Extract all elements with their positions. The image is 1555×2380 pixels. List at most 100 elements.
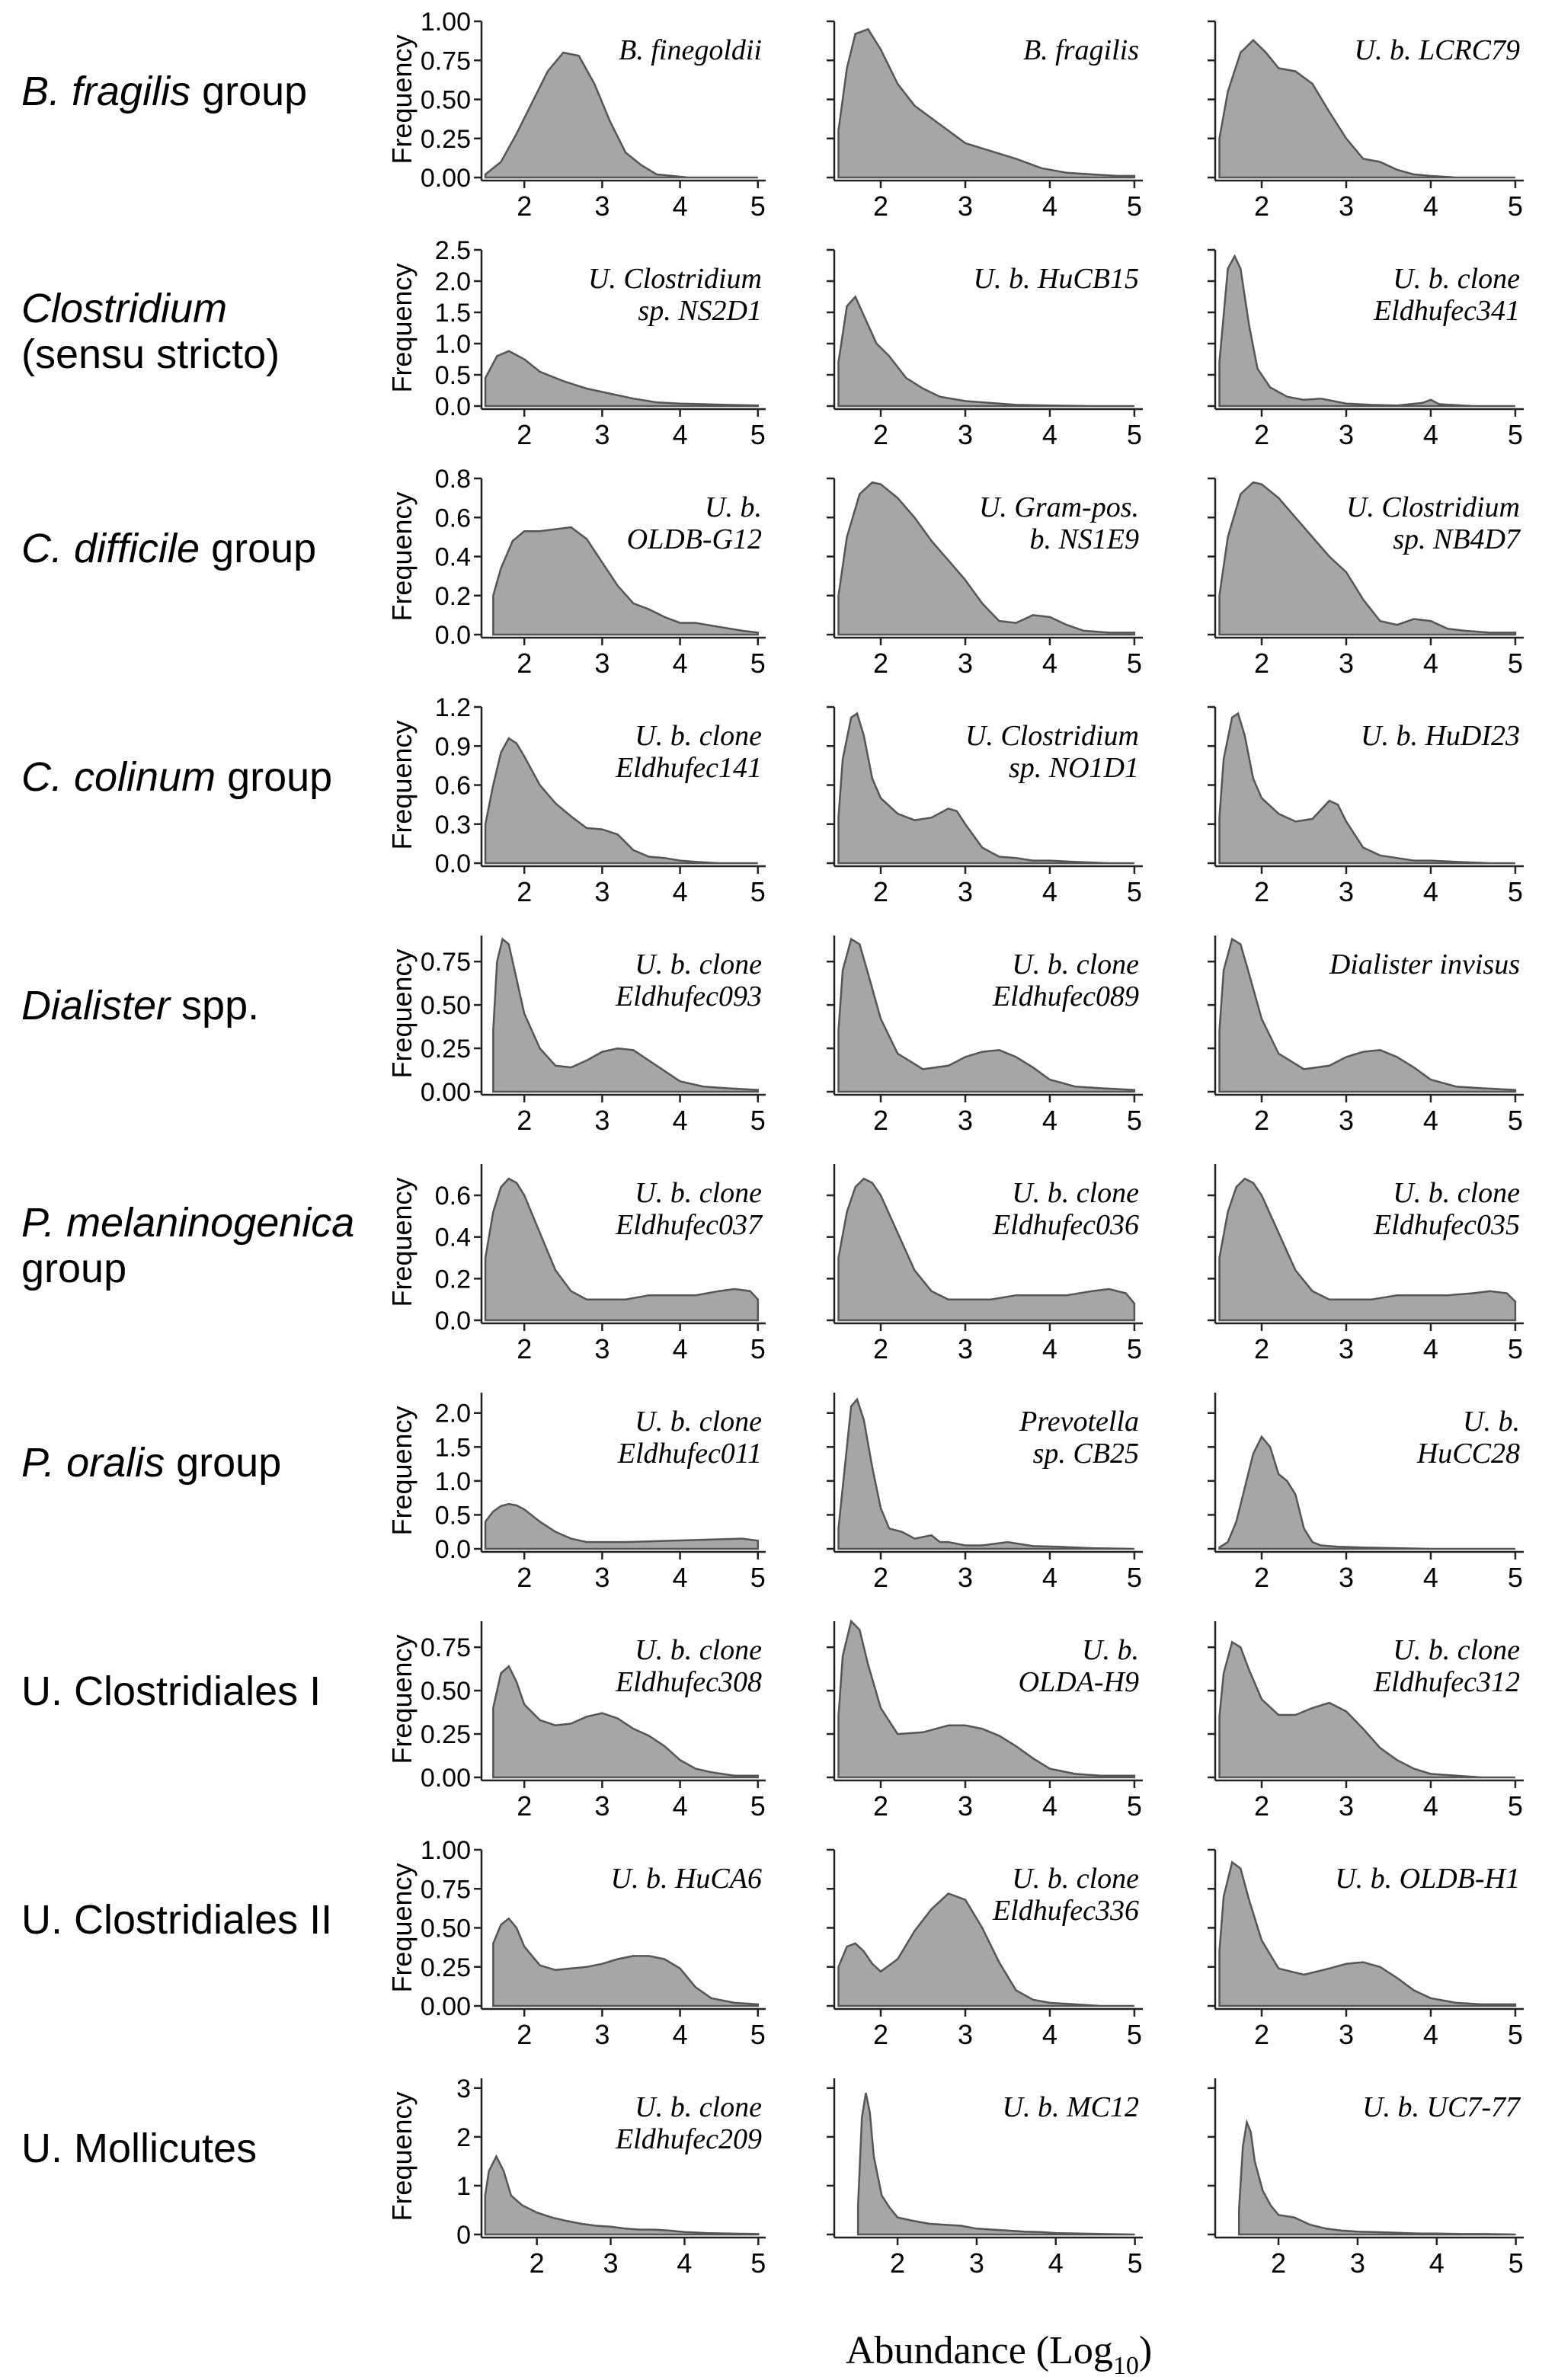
y-tick-label: 0.00 <box>421 1992 471 2021</box>
x-tick-label: 3 <box>594 1105 610 1136</box>
row-6: P. melaninogenica group 2 3 4 5 0.0 0.2 0.4 0.6 Fr… <box>21 1164 1524 1364</box>
density-area <box>1218 712 1515 865</box>
density-area <box>837 1619 1136 1779</box>
x-tick-label: 5 <box>750 648 766 679</box>
x-tick-label: 3 <box>1339 648 1354 679</box>
x-tick-label: 4 <box>1048 2247 1064 2279</box>
species-label: U. b. LCRC79 <box>1355 34 1520 66</box>
x-tick-label: 4 <box>1042 648 1057 679</box>
group-label-part: group <box>216 754 332 800</box>
panel-4-3: 2 3 4 5 U. b. HuDI23 <box>1208 705 1524 907</box>
x-tick-label: 3 <box>969 2247 984 2279</box>
row-10: U. Mollicutes 2 3 4 5 0 1 2 3 Frequency U. b. clon… <box>21 2075 1524 2279</box>
x-tick-label: 3 <box>1339 876 1354 907</box>
x-tick-label: 4 <box>1042 419 1057 450</box>
y-tick-label: 0.6 <box>435 772 471 801</box>
y-tick-label: 0.50 <box>421 1915 471 1943</box>
species-label: U. b. HuCB15 <box>974 263 1139 295</box>
density-area <box>492 1665 760 1779</box>
species-label-line: B. fragilis <box>1023 34 1139 66</box>
y-tick-label: 0.4 <box>435 543 471 572</box>
x-tick-label: 5 <box>1509 2247 1524 2279</box>
group-label: C. colinum group <box>21 754 332 800</box>
y-tick-label: 0.2 <box>435 582 471 611</box>
x-tick-label: 5 <box>1127 419 1142 450</box>
density-area <box>837 1177 1136 1322</box>
x-axis-title: Abundance (Log10) <box>846 2329 1152 2380</box>
x-tick-label: 3 <box>1339 1562 1354 1593</box>
density-area <box>1218 481 1517 636</box>
species-label-line: U. b. clone <box>635 948 762 980</box>
panel-2-1: 2 3 4 5 0.00.51.01.5 2.02.5 Frequency U. Clostr… <box>386 236 766 450</box>
y-tick-label: 1.2 <box>435 693 471 722</box>
y-tick-label: 0.75 <box>421 46 471 75</box>
density-area <box>484 1177 760 1322</box>
group-label: Clostridium (sensu stricto) <box>21 286 280 377</box>
x-tick-label: 4 <box>1423 419 1438 450</box>
x-tick-label: 4 <box>1423 1105 1438 1136</box>
y-axis-label: Frequency <box>386 1634 418 1764</box>
species-label-line: Eldhufec036 <box>992 1209 1139 1241</box>
y-tick-label: 0.25 <box>421 1720 471 1749</box>
species-label: U. b. clone Eldhufec011 <box>617 1406 762 1470</box>
density-area <box>837 937 1136 1093</box>
panel-3-1: 2 3 4 5 0.0 0.2 0.4 0.6 0.8 Frequency U. b. OLDB-G1… <box>386 465 766 679</box>
x-tick-label: 3 <box>958 1333 973 1364</box>
y-axis-label: Frequency <box>386 948 418 1078</box>
x-tick-label: 2 <box>1254 1790 1269 1822</box>
species-label: U. b. clone Eldhufec308 <box>615 1634 762 1698</box>
x-tick-label: 2 <box>873 1790 888 1822</box>
x-tick-label: 3 <box>1339 419 1354 450</box>
x-tick-label: 3 <box>958 1790 973 1822</box>
species-label: U. b. clone Eldhufec341 <box>1373 263 1520 327</box>
x-tick-label: 2 <box>1254 2019 1269 2050</box>
x-tick-label: 5 <box>750 1562 766 1593</box>
group-label-line: B. fragilis group <box>21 69 307 114</box>
group-label: U. Clostridiales I <box>21 1668 321 1714</box>
panel-10-2: 2 3 4 5 U. b. MC12 <box>827 2078 1143 2279</box>
species-label-line: U. b. MC12 <box>1003 2091 1139 2123</box>
y-axis-label: Frequency <box>386 34 418 164</box>
density-area <box>484 737 758 865</box>
x-tick-label: 4 <box>1423 1790 1438 1822</box>
y-tick-label: 0.00 <box>421 1764 471 1793</box>
y-tick-label: 0.8 <box>435 465 471 494</box>
row-9: U. Clostridiales II 2 3 4 5 0.00 0.25 0.50 0.75 1… <box>21 1836 1524 2050</box>
x-tick-label: 5 <box>1508 419 1523 450</box>
species-label-line: U. b. clone <box>635 2091 762 2123</box>
row-3: C. difficile group 2 3 4 5 0.0 0.2 0.4 0.6 0.8 Fre… <box>21 465 1524 679</box>
density-area <box>1218 1640 1515 1779</box>
y-tick-label: 1.5 <box>435 1433 471 1462</box>
species-label: U. b. HuCA6 <box>611 1863 762 1895</box>
x-tick-label: 3 <box>1350 2247 1365 2279</box>
panel-7-1: 2 3 4 5 0.0 0.5 1.0 1.5 2.0 Frequency U. b. clone E… <box>386 1393 766 1593</box>
species-label: U. b. clone Eldhufec089 <box>992 948 1139 1012</box>
x-tick-label: 3 <box>958 419 973 450</box>
species-label-line: Eldhufec037 <box>615 1209 763 1241</box>
x-tick-label: 2 <box>873 190 888 222</box>
x-tick-label: 5 <box>1508 1105 1523 1136</box>
panel-2-2: 2 3 4 5 U. b. HuCB15 <box>827 248 1143 450</box>
x-tick-label: 3 <box>594 419 610 450</box>
species-label: U. b. clone Eldhufec093 <box>615 948 762 1012</box>
species-label-line: U. b. <box>1463 1406 1520 1438</box>
species-label: U. b. clone Eldhufec035 <box>1373 1177 1520 1241</box>
x-tick-label: 4 <box>1042 1790 1057 1822</box>
group-label: U. Mollicutes <box>21 2126 257 2171</box>
x-tick-label: 2 <box>517 1790 532 1822</box>
x-tick-label: 2 <box>1254 876 1269 907</box>
density-area <box>837 1892 1134 2007</box>
group-label-line: Dialister spp. <box>21 983 259 1028</box>
species-label: Prevotella sp. CB25 <box>1019 1406 1139 1470</box>
x-tick-label: 4 <box>673 419 688 450</box>
y-tick-label: 0.0 <box>435 1307 471 1336</box>
species-label-line: Eldhufec093 <box>615 980 762 1012</box>
x-tick-label: 3 <box>594 648 610 679</box>
y-tick-label: 0.75 <box>421 1633 471 1662</box>
x-tick-label: 4 <box>673 190 688 222</box>
density-area <box>1237 2119 1516 2236</box>
species-label: Dialister invisus <box>1329 948 1520 980</box>
group-label-part: U. Mollicutes <box>21 2126 257 2171</box>
